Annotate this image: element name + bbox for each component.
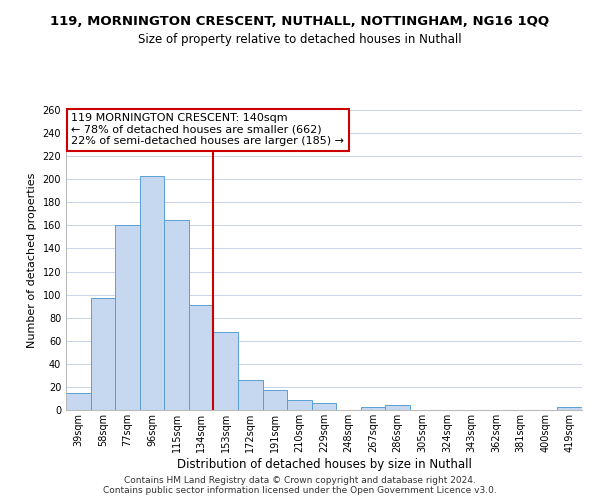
Bar bbox=[214, 332, 238, 410]
Bar bbox=[66, 392, 91, 410]
Text: Size of property relative to detached houses in Nuthall: Size of property relative to detached ho… bbox=[138, 32, 462, 46]
Bar bbox=[140, 176, 164, 410]
Y-axis label: Number of detached properties: Number of detached properties bbox=[27, 172, 37, 348]
Bar bbox=[385, 406, 410, 410]
Bar bbox=[287, 400, 312, 410]
Text: 119, MORNINGTON CRESCENT, NUTHALL, NOTTINGHAM, NG16 1QQ: 119, MORNINGTON CRESCENT, NUTHALL, NOTTI… bbox=[50, 15, 550, 28]
Bar bbox=[312, 403, 336, 410]
Bar bbox=[263, 390, 287, 410]
Bar bbox=[557, 406, 582, 410]
Bar bbox=[91, 298, 115, 410]
Bar bbox=[115, 226, 140, 410]
Bar bbox=[164, 220, 189, 410]
Text: 119 MORNINGTON CRESCENT: 140sqm
← 78% of detached houses are smaller (662)
22% o: 119 MORNINGTON CRESCENT: 140sqm ← 78% of… bbox=[71, 113, 344, 146]
Bar bbox=[189, 305, 214, 410]
Text: Contains HM Land Registry data © Crown copyright and database right 2024.
Contai: Contains HM Land Registry data © Crown c… bbox=[103, 476, 497, 495]
X-axis label: Distribution of detached houses by size in Nuthall: Distribution of detached houses by size … bbox=[176, 458, 472, 470]
Bar bbox=[361, 406, 385, 410]
Bar bbox=[238, 380, 263, 410]
